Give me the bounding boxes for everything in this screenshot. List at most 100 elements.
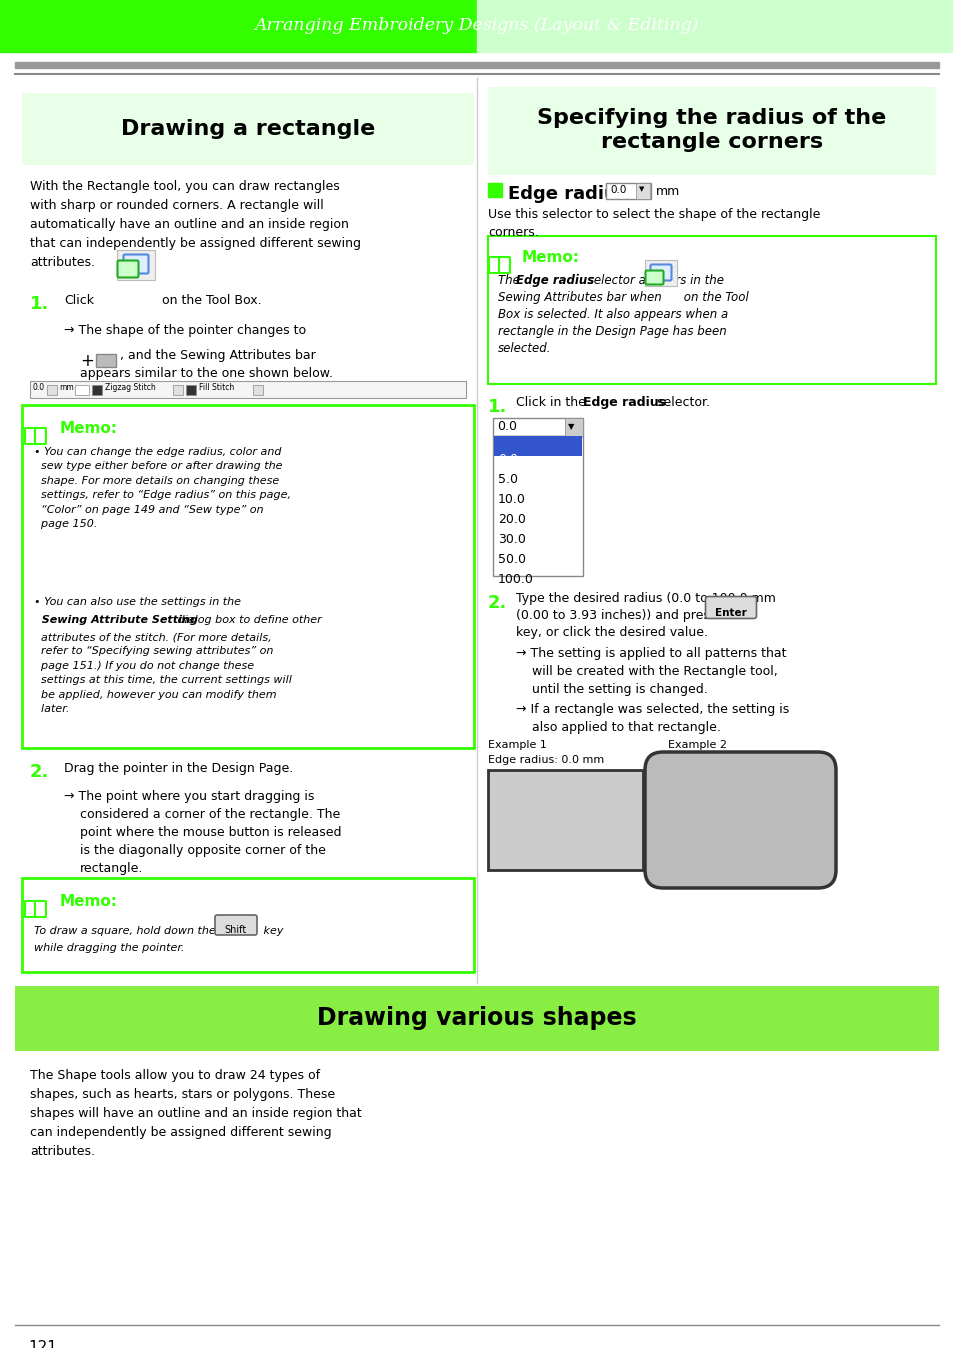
Text: on the Tool Box.: on the Tool Box. bbox=[162, 294, 261, 307]
FancyBboxPatch shape bbox=[214, 915, 256, 936]
Text: mm: mm bbox=[59, 383, 73, 392]
Text: 20.0: 20.0 bbox=[497, 514, 525, 526]
Text: 5.0: 5.0 bbox=[497, 473, 517, 487]
Text: Edge radius: 0.0 mm: Edge radius: 0.0 mm bbox=[488, 755, 603, 766]
Text: rectangle.: rectangle. bbox=[80, 861, 143, 875]
Text: Memo:: Memo: bbox=[60, 894, 118, 909]
Bar bbox=[75, 386, 89, 395]
Bar bbox=[117, 249, 154, 280]
FancyBboxPatch shape bbox=[645, 271, 662, 284]
Text: (0.00 to 3.93 inches)) and press the: (0.00 to 3.93 inches)) and press the bbox=[516, 609, 740, 621]
Text: key: key bbox=[260, 926, 283, 936]
Text: corners.: corners. bbox=[488, 226, 538, 239]
FancyBboxPatch shape bbox=[35, 429, 46, 443]
Text: , and the Sewing Attributes bar: , and the Sewing Attributes bar bbox=[120, 349, 315, 363]
Text: Example 2: Example 2 bbox=[667, 740, 726, 749]
Text: ▼: ▼ bbox=[567, 422, 574, 431]
FancyBboxPatch shape bbox=[22, 93, 474, 164]
Text: Edge radius: Edge radius bbox=[516, 274, 594, 287]
FancyBboxPatch shape bbox=[117, 260, 138, 278]
Text: The: The bbox=[497, 274, 523, 287]
Bar bbox=[172, 386, 183, 395]
Text: 0.0: 0.0 bbox=[497, 453, 517, 466]
Text: ▼: ▼ bbox=[639, 186, 643, 191]
Text: Click: Click bbox=[64, 294, 94, 307]
Bar bbox=[22, 404, 474, 748]
Text: appears similar to the one shown below.: appears similar to the one shown below. bbox=[80, 367, 333, 380]
FancyBboxPatch shape bbox=[25, 429, 36, 443]
Bar bbox=[494, 435, 581, 456]
Text: 2.: 2. bbox=[30, 763, 50, 780]
Bar bbox=[186, 386, 195, 395]
Text: 0.0: 0.0 bbox=[497, 421, 517, 433]
Text: 1.: 1. bbox=[30, 295, 50, 313]
Text: point where the mouse button is released: point where the mouse button is released bbox=[80, 826, 341, 838]
Text: 100.0: 100.0 bbox=[497, 573, 534, 586]
Text: until the setting is changed.: until the setting is changed. bbox=[532, 683, 707, 696]
Text: 1.: 1. bbox=[488, 398, 507, 417]
Text: Edge radius: Edge radius bbox=[507, 185, 627, 204]
Text: selected.: selected. bbox=[497, 342, 551, 355]
Bar bbox=[488, 236, 935, 384]
Text: key, or click the desired value.: key, or click the desired value. bbox=[516, 625, 707, 639]
Text: considered a corner of the rectangle. The: considered a corner of the rectangle. Th… bbox=[80, 807, 340, 821]
Bar bbox=[636, 183, 649, 200]
FancyBboxPatch shape bbox=[488, 88, 935, 175]
Text: → The point where you start dragging is: → The point where you start dragging is bbox=[64, 790, 314, 803]
Text: also applied to that rectangle.: also applied to that rectangle. bbox=[532, 721, 720, 735]
Text: Shift: Shift bbox=[225, 925, 247, 936]
Bar bbox=[15, 985, 938, 1051]
Text: 121: 121 bbox=[28, 1340, 57, 1348]
Text: Sewing Attribute Setting: Sewing Attribute Setting bbox=[34, 615, 197, 625]
Text: +: + bbox=[80, 352, 93, 369]
Text: Box is selected. It also appears when a: Box is selected. It also appears when a bbox=[497, 307, 727, 321]
Text: 10.0: 10.0 bbox=[497, 493, 525, 506]
Text: To draw a square, hold down the: To draw a square, hold down the bbox=[34, 926, 215, 936]
Text: Edge radius: Edge radius bbox=[582, 396, 665, 408]
Bar bbox=[493, 418, 582, 435]
Text: Drag the pointer in the Design Page.: Drag the pointer in the Design Page. bbox=[64, 762, 293, 775]
FancyBboxPatch shape bbox=[498, 257, 510, 274]
FancyBboxPatch shape bbox=[650, 264, 671, 280]
Text: Drawing a rectangle: Drawing a rectangle bbox=[121, 119, 375, 139]
Text: Drawing various shapes: Drawing various shapes bbox=[316, 1007, 637, 1030]
Bar bbox=[15, 62, 938, 67]
Text: while dragging the pointer.: while dragging the pointer. bbox=[34, 944, 184, 953]
FancyBboxPatch shape bbox=[705, 597, 756, 619]
Text: attributes of the stitch. (For more details,
  refer to “Specifying sewing attri: attributes of the stitch. (For more deta… bbox=[34, 632, 292, 714]
Text: Fill Stitch: Fill Stitch bbox=[199, 383, 234, 392]
Text: The Shape tools allow you to draw 24 types of
shapes, such as hearts, stars or p: The Shape tools allow you to draw 24 typ… bbox=[30, 1069, 361, 1158]
Text: on the Tool: on the Tool bbox=[679, 291, 748, 305]
Bar bbox=[493, 435, 582, 576]
Text: Edge radius: 20.0 mm: Edge radius: 20.0 mm bbox=[667, 755, 791, 766]
Text: Zigzag Stitch: Zigzag Stitch bbox=[105, 383, 155, 392]
Text: dialog box to define other: dialog box to define other bbox=[173, 615, 321, 625]
Text: selector.: selector. bbox=[652, 396, 709, 408]
Bar bbox=[253, 386, 263, 395]
Text: 0.0: 0.0 bbox=[609, 185, 626, 195]
Bar bbox=[22, 878, 474, 972]
Text: selector appears in the: selector appears in the bbox=[583, 274, 723, 287]
Text: 2.: 2. bbox=[488, 594, 507, 612]
Text: 50.0: 50.0 bbox=[497, 553, 525, 566]
Bar bbox=[644, 260, 677, 286]
Bar bbox=[476, 0, 953, 53]
Text: → The setting is applied to all patterns that: → The setting is applied to all patterns… bbox=[516, 647, 785, 661]
Text: is the diagonally opposite corner of the: is the diagonally opposite corner of the bbox=[80, 844, 326, 857]
Bar bbox=[30, 381, 465, 398]
Bar bbox=[47, 386, 57, 395]
Text: With the Rectangle tool, you can draw rectangles
with sharp or rounded corners. : With the Rectangle tool, you can draw re… bbox=[30, 181, 360, 270]
Bar bbox=[96, 355, 116, 367]
Bar bbox=[0, 0, 476, 53]
Text: Type the desired radius (0.0 to 100.0 mm: Type the desired radius (0.0 to 100.0 mm bbox=[516, 592, 775, 605]
Bar bbox=[564, 418, 582, 435]
Bar bbox=[91, 386, 102, 395]
Text: 0.0: 0.0 bbox=[33, 383, 45, 392]
Bar bbox=[605, 183, 650, 200]
FancyBboxPatch shape bbox=[35, 900, 46, 917]
Text: Use this selector to select the shape of the rectangle: Use this selector to select the shape of… bbox=[488, 208, 820, 221]
Text: mm: mm bbox=[656, 185, 679, 198]
Text: Click in the: Click in the bbox=[516, 396, 589, 408]
FancyBboxPatch shape bbox=[644, 752, 835, 888]
Text: Memo:: Memo: bbox=[521, 249, 579, 266]
